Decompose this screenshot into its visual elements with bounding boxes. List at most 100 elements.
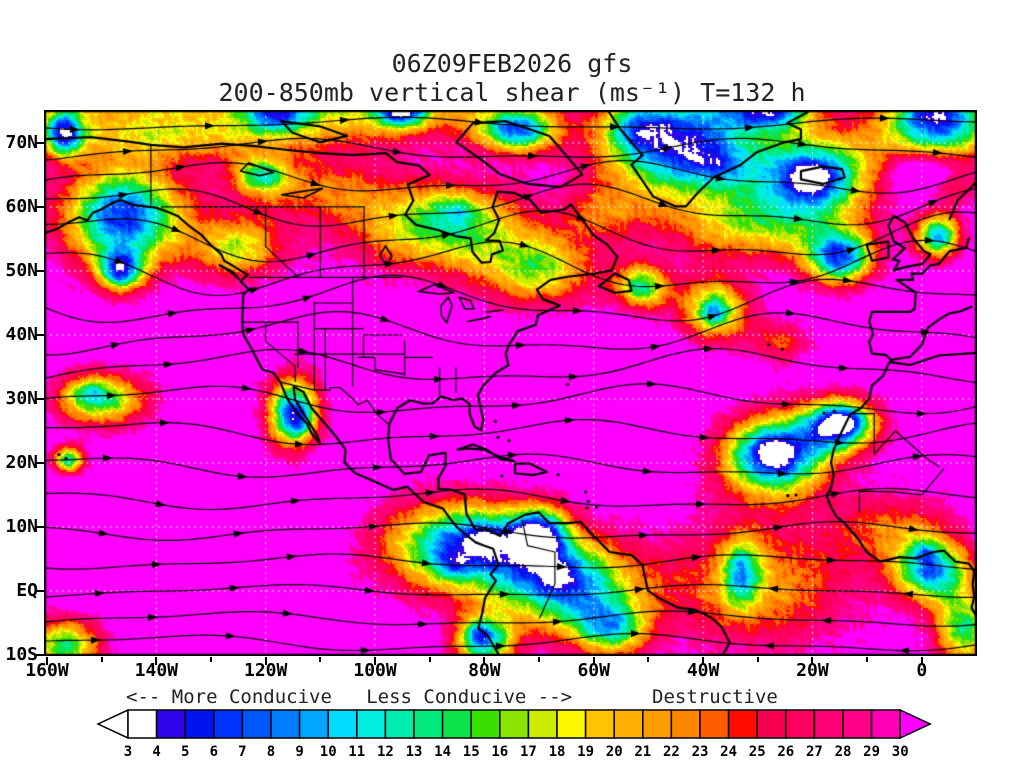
- lat-tick-label-10S: 10S: [5, 644, 38, 666]
- lon-minor-tick-mark: [428, 657, 431, 662]
- colorbar-tick-label: 11: [348, 744, 365, 760]
- colorbar-cell: [127, 709, 158, 739]
- colorbar-tick-label: 16: [491, 744, 508, 760]
- lat-tick-label-60N: 60N: [5, 195, 38, 217]
- lon-tick-label-60W: 60W: [577, 660, 610, 681]
- chart-title-run: 06Z09FEB2026 gfs: [391, 49, 633, 78]
- lon-tick-mark: [374, 657, 377, 665]
- colorbar-cell: [584, 709, 615, 739]
- lon-minor-tick-mark: [210, 657, 213, 662]
- colorbar-tick-label: 18: [549, 744, 566, 760]
- colorbar-cell: [756, 709, 787, 739]
- colorbar-cell: [298, 709, 329, 739]
- colorbar-tick-label: 10: [320, 744, 337, 760]
- lon-tick-label-80W: 80W: [468, 660, 501, 681]
- lon-tick-label-100W: 100W: [353, 660, 397, 681]
- colorbar-tick-label: 21: [634, 744, 651, 760]
- colorbar-cell: [813, 709, 844, 739]
- colorbar-tick-label: 23: [692, 744, 709, 760]
- lat-tick-label-40N: 40N: [5, 323, 38, 345]
- lat-tick-label-20N: 20N: [5, 452, 38, 473]
- colorbar-tick-label: 24: [720, 744, 737, 760]
- lon-tick-label-140W: 140W: [134, 660, 179, 681]
- colorbar-tick-label: 28: [835, 744, 852, 760]
- colorbar-tick-label: 8: [267, 744, 275, 760]
- colorbar-tick-label: 14: [434, 744, 451, 760]
- colorbar-tick-label: 7: [238, 744, 246, 760]
- colorbar-tick-label: 19: [577, 744, 594, 760]
- shear-map-canvas: [44, 110, 977, 656]
- lon-tick-mark: [155, 657, 158, 665]
- colorbar-cell: [155, 709, 186, 739]
- colorbar-cell: [184, 709, 215, 739]
- lon-tick-label-0: 0: [916, 660, 928, 681]
- colorbar-tick-label: 26: [777, 744, 794, 760]
- colorbar-tick-label: 25: [749, 744, 766, 760]
- lon-tick-label-160W: 160W: [25, 660, 69, 681]
- colorbar-cell: [727, 709, 758, 739]
- colorbar-cell: [441, 709, 472, 739]
- colorbar-over-arrow: [899, 708, 932, 740]
- colorbar-cell: [527, 709, 558, 739]
- colorbar-tick-label: 5: [181, 744, 189, 760]
- lat-tick-mark: [35, 205, 44, 208]
- colorbar-tick-label: 27: [806, 744, 823, 760]
- lon-tick-mark: [46, 657, 48, 665]
- colorbar-tick-label: 29: [863, 744, 880, 760]
- lat-tick-label-70N: 70N: [5, 131, 38, 153]
- chart-title-field: 200-850mb vertical shear (ms⁻¹) T=132 h: [218, 78, 806, 107]
- lon-minor-tick-mark: [319, 657, 322, 662]
- lat-tick-label-10N: 10N: [5, 516, 38, 538]
- lon-minor-tick-mark: [100, 657, 103, 662]
- lon-tick-mark: [264, 657, 267, 665]
- colorbar-cell: [613, 709, 644, 739]
- colorbar-tick-label: 15: [463, 744, 480, 760]
- lon-tick-label-20W: 20W: [796, 660, 829, 681]
- colorbar-cell: [356, 709, 387, 739]
- lon-tick-mark: [811, 657, 814, 665]
- colorbar: 3 4 5 6 7 8 9 10 11 12 13 14 15 16 17 18 19 20 21 22 23 24 25 2…: [96, 708, 932, 760]
- colorbar-tick-label: 13: [406, 744, 423, 760]
- lat-tick-label-30N: 30N: [5, 388, 38, 409]
- lat-tick-label-50N: 50N: [5, 259, 38, 281]
- colorbar-cell: [870, 709, 901, 739]
- colorbar-cell: [213, 709, 244, 739]
- lon-tick-mark: [483, 657, 486, 665]
- colorbar-tick-label: 20: [606, 744, 623, 760]
- lat-tick-mark: [35, 269, 44, 272]
- colorbar-tick-label: 6: [210, 744, 218, 760]
- colorbar-cell: [499, 709, 530, 739]
- lat-tick-label-EQ: EQ: [16, 580, 38, 602]
- colorbar-cell: [642, 709, 673, 739]
- colorbar-cell: [241, 709, 272, 739]
- lon-tick-mark: [920, 657, 923, 665]
- colorbar-cell: [327, 709, 358, 739]
- colorbar-cell: [470, 709, 501, 739]
- colorbar-cell: [556, 709, 587, 739]
- colorbar-cell: [384, 709, 415, 739]
- lon-minor-tick-mark: [866, 657, 869, 662]
- colorbar-cell: [842, 709, 873, 739]
- colorbar-legend-destructive-label: Destructive: [652, 686, 778, 708]
- lon-tick-label-40W: 40W: [686, 660, 720, 681]
- colorbar-tick-label: 30: [892, 744, 909, 760]
- lat-tick-mark: [35, 141, 44, 144]
- lat-tick-mark: [35, 654, 44, 657]
- lat-tick-mark: [35, 590, 44, 593]
- lat-tick-mark: [35, 398, 44, 400]
- lat-tick-mark: [35, 333, 44, 336]
- colorbar-cell: [785, 709, 816, 739]
- lon-minor-tick-mark: [756, 657, 759, 662]
- colorbar-tick-label: 9: [295, 744, 303, 760]
- colorbar-cell: [413, 709, 444, 739]
- lat-tick-mark: [35, 526, 44, 529]
- colorbar-under-arrow: [96, 708, 129, 740]
- colorbar-cell: [270, 709, 301, 739]
- colorbar-tick-label: 4: [152, 744, 160, 760]
- colorbar-tick-label: 17: [520, 744, 537, 760]
- colorbar-tick-label: 12: [377, 744, 394, 760]
- lon-minor-tick-mark: [647, 657, 650, 662]
- colorbar-cell: [670, 709, 701, 739]
- lon-tick-mark: [702, 657, 705, 665]
